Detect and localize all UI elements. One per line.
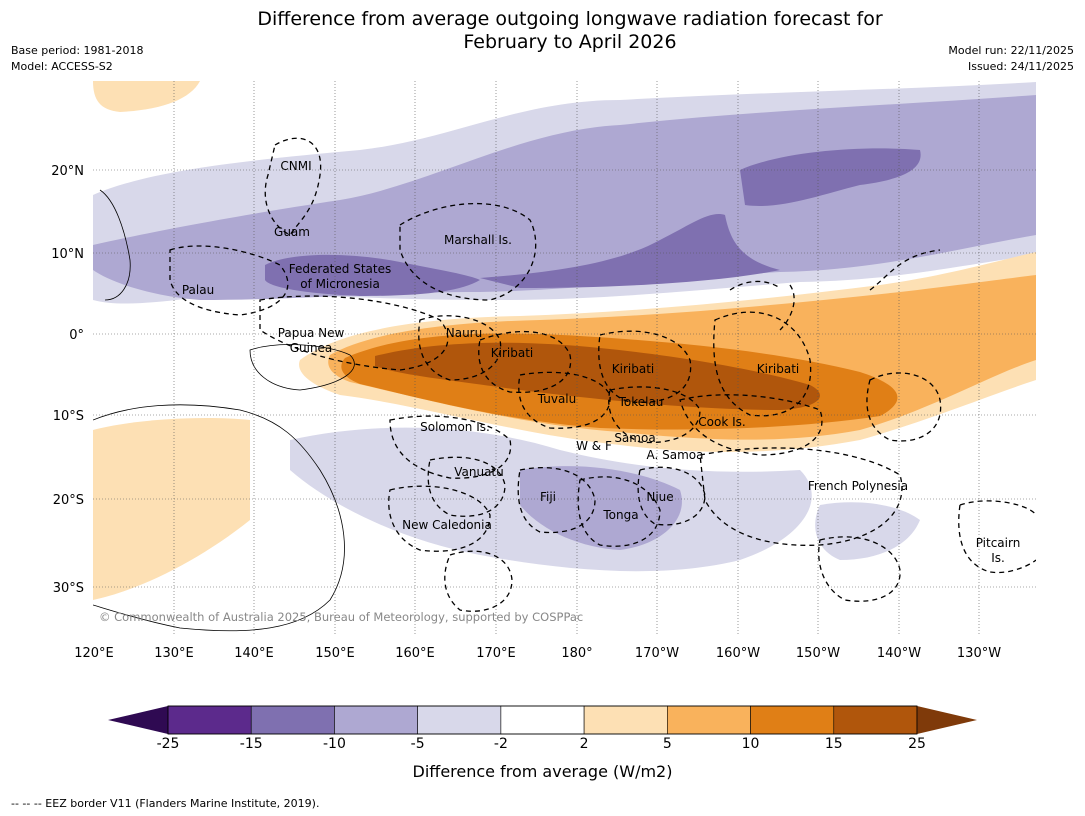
colorbar-bins	[167, 705, 918, 735]
label-guam: Guam	[274, 225, 310, 239]
label-kiribati-west: Kiribati	[491, 346, 533, 360]
lon-label: 160°W	[716, 646, 760, 661]
base-period: Base period: 1981-2018	[11, 44, 144, 57]
label-vanuatu: Vanuatu	[454, 465, 504, 479]
label-kiribati-east: Kiribati	[757, 362, 799, 376]
graticule	[93, 81, 1036, 635]
lon-label: 180°	[561, 646, 592, 661]
map-title: Difference from average outgoing longwav…	[0, 8, 1085, 54]
olr-neg-15-central	[480, 214, 780, 288]
label-fsm-line1: Federated States	[289, 262, 391, 276]
label-palau: Palau	[182, 283, 214, 297]
colorbar-tick-label: 2	[579, 736, 589, 752]
lon-label: 150°W	[796, 646, 840, 661]
colorbar-bin	[500, 705, 585, 735]
colorbar	[108, 705, 977, 735]
label-cook-islands: Cook Is.	[698, 415, 745, 429]
model-run: Model run: 22/11/2025	[948, 44, 1074, 57]
label-nauru: Nauru	[446, 326, 482, 340]
olr-neg-5-se	[815, 502, 920, 560]
lon-label: 120°E	[74, 646, 114, 661]
lat-label: 20°N	[51, 164, 84, 179]
new-guinea-coast	[249, 344, 355, 391]
lon-label: 130°E	[154, 646, 194, 661]
label-png-line2: Guinea	[290, 341, 333, 355]
meta-left: Base period: 1981-2018 Model: ACCESS-S2	[11, 43, 143, 75]
title-line-2: February to April 2026	[463, 31, 677, 53]
colorbar-tick-label: -10	[323, 736, 346, 752]
anomaly-field: CNMI Guam Marshall Is. Federated States …	[93, 81, 1036, 635]
model-name: Model: ACCESS-S2	[11, 60, 113, 73]
lon-label: 160°E	[395, 646, 435, 661]
colorbar-tick-label: 5	[662, 736, 672, 752]
eez-borders	[169, 137, 1036, 612]
colorbar-bin	[417, 705, 502, 735]
label-kiribati-central: Kiribati	[612, 362, 654, 376]
colorbar-over-arrow	[917, 706, 977, 734]
lon-label: 170°W	[635, 646, 679, 661]
lon-label: 130°W	[957, 646, 1001, 661]
meta-right: Model run: 22/11/2025 Issued: 24/11/2025	[948, 43, 1074, 75]
label-solomon-islands: Solomon Is.	[420, 420, 490, 434]
colorbar-tick-label: -5	[410, 736, 425, 752]
colorbar-tick-label: -25	[156, 736, 180, 752]
label-tokelau: Tokelau	[618, 395, 664, 409]
label-fiji: Fiji	[540, 490, 556, 504]
colorbar-bin	[750, 705, 835, 735]
colorbar-tick-label: 15	[824, 736, 843, 752]
colorbar-bin	[250, 705, 335, 735]
label-wallis-futuna: W & F	[576, 439, 612, 453]
colorbar-tick-label: 10	[741, 736, 760, 752]
label-pitcairn-line1: Pitcairn	[976, 536, 1021, 550]
colorbar-bin	[833, 705, 918, 735]
colorbar-bin	[583, 705, 668, 735]
lon-label: 170°E	[476, 646, 516, 661]
colorbar-bin	[167, 705, 252, 735]
label-french-polynesia: French Polynesia	[808, 479, 908, 493]
lat-label: 0°	[69, 328, 84, 343]
lat-label: 30°S	[53, 581, 84, 596]
issued-date: Issued: 24/11/2025	[967, 60, 1074, 73]
longitude-labels: 120°E 130°E 140°E 150°E 160°E 170°E 180°…	[74, 646, 1001, 661]
colorbar-bin	[334, 705, 418, 735]
olr-pos-5-nw	[93, 81, 200, 112]
latitude-labels: 20°N 10°N 0° 10°S 20°S 30°S	[51, 164, 84, 596]
lon-label: 140°W	[877, 646, 921, 661]
colorbar-under-arrow	[108, 706, 168, 734]
colorbar-tick-label: 25	[908, 736, 926, 752]
olr-neg-15-fsm	[265, 254, 480, 296]
label-cnmi: CNMI	[280, 159, 311, 173]
label-marshall-islands: Marshall Is.	[444, 233, 512, 247]
colorbar-tick-label: -2	[493, 736, 508, 752]
colorbar-tick-label: -15	[239, 736, 263, 752]
olr-neg-15-hawaii	[740, 148, 921, 206]
lon-label: 150°E	[315, 646, 355, 661]
label-fsm-line2: of Micronesia	[300, 277, 380, 291]
australia-coast	[93, 404, 345, 632]
label-american-samoa: A. Samoa	[647, 448, 704, 462]
label-pitcairn-line2: Is.	[991, 551, 1005, 565]
lon-label: 140°E	[234, 646, 274, 661]
label-new-caledonia: New Caledonia	[402, 518, 492, 532]
label-tuvalu: Tuvalu	[537, 392, 577, 406]
label-niue: Niue	[646, 490, 673, 504]
lat-label: 10°N	[51, 247, 84, 262]
label-tonga: Tonga	[602, 508, 638, 522]
olr-pos-15-equator	[375, 342, 820, 410]
lat-label: 10°S	[53, 409, 84, 424]
colorbar-bin	[667, 705, 751, 735]
philippines-coast	[99, 189, 131, 301]
copyright-notice: © Commonwealth of Australia 2025, Bureau…	[99, 610, 583, 624]
olr-neg-10-north	[93, 95, 1036, 300]
title-line-1: Difference from average outgoing longwav…	[257, 8, 883, 30]
region-labels: CNMI Guam Marshall Is. Federated States …	[182, 159, 1020, 565]
label-png-line1: Papua New	[278, 326, 345, 340]
label-samoa: Samoa	[614, 431, 655, 445]
eez-footnote: -- -- -- EEZ border V11 (Flanders Marine…	[11, 797, 320, 810]
lat-label: 20°S	[53, 493, 84, 508]
colorbar-title: Difference from average (W/m2)	[412, 762, 673, 781]
olr-pos-5-sw	[93, 418, 250, 600]
